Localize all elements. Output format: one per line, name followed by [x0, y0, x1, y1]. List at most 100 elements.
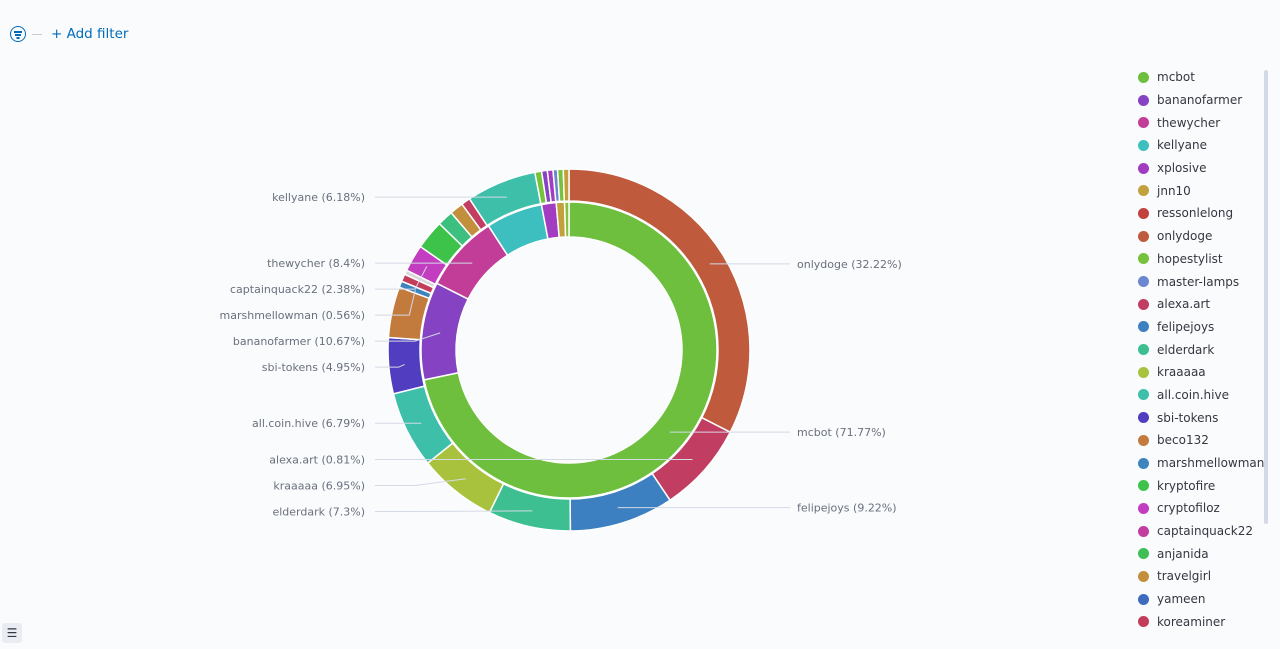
legend-label: kryptofire [1157, 478, 1216, 493]
legend-item-beco132[interactable]: beco132 [1134, 429, 1259, 452]
legend-item-hopestylist[interactable]: hopestylist [1134, 248, 1259, 271]
legend-item-captainquack22[interactable]: captainquack22 [1134, 520, 1259, 543]
legend-item-travelgirl[interactable]: travelgirl [1134, 565, 1259, 588]
legend-item-xplosive[interactable]: xplosive [1134, 157, 1259, 180]
legend-item-anjanida[interactable]: anjanida [1134, 542, 1259, 565]
legend-dot [1138, 548, 1149, 560]
legend-dot [1138, 525, 1149, 537]
slice-label-kellyane: kellyane (6.18%) [272, 191, 365, 204]
inner-ring [420, 201, 718, 499]
slice-label-alexa-art: alexa.art (0.81%) [269, 453, 365, 466]
legend-dot [1138, 344, 1149, 356]
legend-label: felipejoys [1157, 319, 1215, 334]
slice-label-all-coin-hive: all.coin.hive (6.79%) [252, 417, 365, 430]
add-filter-button[interactable]: + Add filter [51, 26, 129, 42]
legend-dot [1138, 253, 1149, 265]
legend-item-koreaminer[interactable]: koreaminer [1134, 611, 1259, 634]
legend-dot [1138, 366, 1149, 378]
legend-item-kraaaaa[interactable]: kraaaaa [1134, 361, 1259, 384]
leader-line [375, 510, 533, 512]
legend-dot [1138, 389, 1149, 401]
legend-dot [1138, 185, 1149, 197]
legend-item-onlydoge[interactable]: onlydoge [1134, 225, 1259, 248]
leader-line [375, 266, 428, 290]
legend-item-alexa-art[interactable]: alexa.art [1134, 293, 1259, 316]
legend-dot [1138, 207, 1149, 219]
slice-label-elderdark: elderdark (7.3%) [272, 505, 365, 518]
legend-label: xplosive [1157, 161, 1207, 176]
legend-dot [1138, 593, 1149, 605]
list-icon[interactable]: ☰ [2, 623, 22, 643]
legend-label: alexa.art [1157, 297, 1211, 312]
slice-label-captainquack22: captainquack22 (2.38%) [230, 283, 365, 296]
legend-label: ressonlelong [1157, 206, 1234, 221]
legend-item-jnn10[interactable]: jnn10 [1134, 179, 1259, 202]
legend-label: onlydoge [1157, 229, 1213, 244]
legend-dot [1138, 139, 1149, 151]
legend-dot [1138, 457, 1149, 469]
legend-dot [1138, 480, 1149, 492]
outer-slice-sbi-tokens[interactable] [387, 336, 426, 395]
slice-label-kraaaaa: kraaaaa (6.95%) [273, 479, 365, 492]
legend-item-marshmellowman[interactable]: marshmellowman [1134, 452, 1264, 475]
legend-dot [1138, 321, 1149, 333]
donut-chart: kellyane (6.18%) thewycher (8.4%) captainq… [0, 60, 1120, 645]
legend-item-bananofarmer[interactable]: bananofarmer [1134, 89, 1259, 112]
legend-item-thewycher[interactable]: thewycher [1134, 111, 1259, 134]
legend-item-all-coin-hive[interactable]: all.coin.hive [1134, 384, 1259, 407]
legend-label: hopestylist [1157, 251, 1223, 266]
slice-label-felipejoys: felipejoys (9.22%) [797, 502, 897, 515]
filter-icon[interactable] [10, 26, 26, 42]
legend-item-kellyane[interactable]: kellyane [1134, 134, 1259, 157]
legend-dot [1138, 94, 1149, 106]
filter-separator [32, 33, 42, 35]
legend-label: thewycher [1157, 115, 1221, 130]
leader-line [375, 478, 466, 486]
legend-item-yameen[interactable]: yameen [1134, 588, 1259, 611]
legend-item-mcbot[interactable]: mcbot [1134, 66, 1259, 89]
legend-item-elderdark[interactable]: elderdark [1134, 338, 1259, 361]
legend-dot [1138, 298, 1149, 310]
legend-label: yameen [1157, 592, 1206, 607]
legend-label: captainquack22 [1157, 524, 1253, 539]
legend-item-sbi-tokens[interactable]: sbi-tokens [1134, 406, 1259, 429]
legend: mcbot bananofarmer thewycher kellyane xplosi… [1134, 66, 1264, 634]
legend-label: jnn10 [1157, 183, 1191, 198]
slice-label-bananofarmer: bananofarmer (10.67%) [233, 335, 365, 348]
legend-item-cryptofiloz[interactable]: cryptofiloz [1134, 497, 1259, 520]
outer-ring [387, 168, 751, 532]
filter-bar: + Add filter [10, 24, 128, 44]
inner-slice-other[interactable] [563, 201, 570, 238]
legend-item-kryptofire[interactable]: kryptofire [1134, 474, 1259, 497]
slice-label-onlydoge: onlydoge (32.22%) [797, 258, 902, 271]
legend-dot [1138, 434, 1149, 446]
slice-label-marshmellowman: marshmellowman (0.56%) [220, 309, 365, 322]
label-lines [375, 196, 790, 512]
legend-label: sbi-tokens [1157, 410, 1219, 425]
legend-item-master-lamps[interactable]: master-lamps [1134, 270, 1259, 293]
leader-line [375, 289, 416, 316]
leader-line [375, 332, 441, 342]
legend-item-ressonlelong[interactable]: ressonlelong [1134, 202, 1259, 225]
slice-label-thewycher: thewycher (8.4%) [267, 257, 365, 270]
legend-label: anjanida [1157, 546, 1209, 561]
legend-dot [1138, 230, 1149, 242]
legend-scrollbar[interactable] [1264, 70, 1268, 524]
outer-slice-jnn10[interactable] [562, 168, 570, 202]
legend-label: master-lamps [1157, 274, 1240, 289]
legend-label: marshmellowman [1157, 456, 1265, 471]
legend-dot [1138, 71, 1149, 83]
donut-chart-svg: kellyane (6.18%) thewycher (8.4%) captainq… [220, 168, 902, 532]
leader-line [375, 364, 405, 368]
legend-dot [1138, 616, 1149, 628]
legend-dot [1138, 276, 1149, 288]
legend-label: travelgirl [1157, 569, 1212, 584]
legend-dot [1138, 117, 1149, 129]
legend-label: beco132 [1157, 433, 1209, 448]
legend-dot [1138, 502, 1149, 514]
legend-dot [1138, 412, 1149, 424]
inner-slice-mcbot[interactable] [423, 201, 718, 499]
legend-label: koreaminer [1157, 614, 1226, 629]
legend-item-felipejoys[interactable]: felipejoys [1134, 316, 1259, 339]
legend-label: elderdark [1157, 342, 1215, 357]
